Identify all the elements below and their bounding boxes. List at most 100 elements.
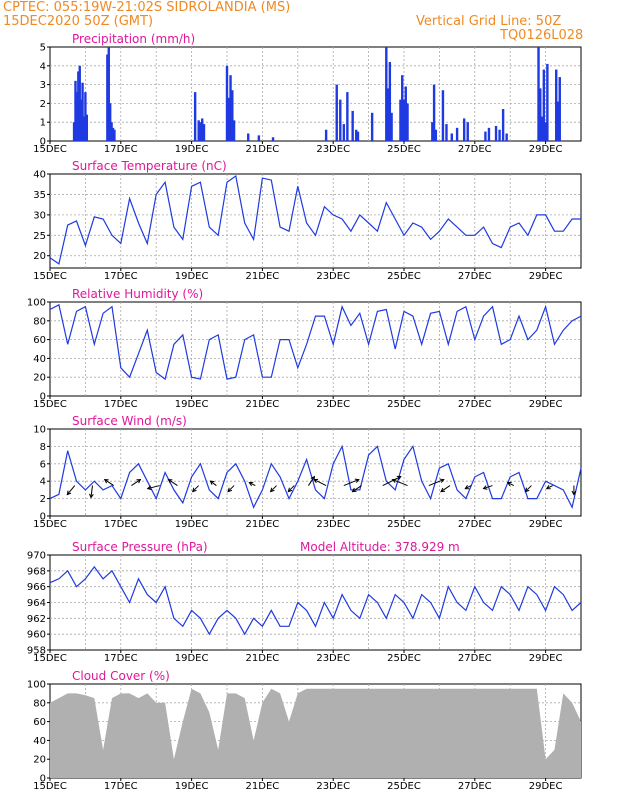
precip-bar: [432, 84, 436, 141]
wind-arrow: [440, 485, 451, 492]
x-tick-label: 19DEC: [175, 399, 209, 410]
wind-arrow-head: [396, 475, 402, 481]
wind-arrow: [168, 479, 178, 486]
x-tick-label: 17DEC: [104, 653, 138, 664]
wind-arrow: [392, 479, 408, 487]
wind-arrow-head: [439, 478, 445, 483]
panel-title-0: Precipitation (mm/h): [72, 32, 195, 46]
y-tick-label: 80: [33, 316, 46, 327]
wind-arrow: [525, 485, 532, 492]
x-tick-label: 21DEC: [246, 271, 280, 282]
precip-bar: [110, 122, 113, 141]
wind-arrow-head: [545, 485, 551, 490]
vertical-grid-note: Vertical Grid Line: 50Z: [416, 14, 562, 29]
wind-arrow: [308, 476, 315, 486]
wind-arrow-head: [248, 481, 254, 487]
precip-bar: [544, 122, 547, 141]
x-tick-label: 29DEC: [529, 519, 563, 530]
wind-arrow: [192, 485, 200, 492]
wind-arrow-head: [571, 490, 577, 496]
precip-bar: [498, 129, 501, 141]
x-tick-label: 19DEC: [175, 781, 209, 792]
precip-bar: [225, 65, 229, 141]
y-tick-label: 5: [40, 43, 46, 54]
wind-arrow: [382, 476, 401, 486]
precip-bar: [505, 133, 508, 141]
y-tick-label: 100: [27, 680, 46, 691]
precip-bar: [113, 129, 116, 141]
precip-bar: [106, 54, 109, 141]
y-tick-label: 3: [40, 80, 46, 91]
x-tick-label: 25DEC: [387, 653, 421, 664]
precip-bar: [401, 75, 404, 141]
precip-bar: [108, 103, 112, 141]
x-tick-label: 27DEC: [458, 519, 492, 530]
precip-bar: [107, 47, 110, 141]
precip-bar: [82, 116, 86, 141]
precip-bar: [540, 116, 544, 141]
precip-bar: [370, 112, 374, 141]
y-tick-label: 60: [33, 335, 46, 346]
x-tick-label: 17DEC: [104, 781, 138, 792]
precip-bar: [201, 118, 204, 141]
wind-arrow-head: [464, 485, 470, 490]
precip-bar: [494, 125, 498, 141]
precip-bar: [487, 127, 491, 141]
wind-arrow: [483, 485, 493, 490]
model-altitude: Model Altitude: 378.929 m: [300, 540, 460, 554]
y-tick-label: 35: [33, 190, 46, 201]
y-tick-label: 0: [40, 137, 46, 148]
x-tick-label: 23DEC: [316, 519, 350, 530]
wind-arrow-head: [482, 485, 488, 490]
precip-bar: [231, 90, 234, 141]
wind-arrow-head: [167, 479, 173, 484]
y-tick-label: 30: [33, 210, 46, 221]
wind-arrow: [313, 479, 327, 486]
precip-bar: [399, 99, 402, 141]
y-tick-label: 6: [40, 459, 46, 470]
precip-bar: [455, 127, 459, 141]
y-tick-label: 968: [27, 566, 46, 577]
x-tick-label: 23DEC: [316, 399, 350, 410]
x-tick-label: 17DEC: [104, 144, 138, 155]
wind-arrow: [287, 485, 295, 492]
y-tick-label: 20: [33, 755, 46, 766]
cloud-area: [50, 688, 581, 778]
precip-bar: [558, 77, 561, 141]
wind-arrow: [147, 485, 160, 490]
y-tick-label: 958: [27, 646, 46, 657]
wind-arrow: [428, 479, 444, 487]
x-tick-label: 27DEC: [458, 271, 492, 282]
y-tick-label: 0: [40, 774, 46, 785]
precip-bar: [406, 103, 409, 141]
wind-arrow: [270, 485, 277, 492]
panel-title-2: Relative Humidity (%): [72, 287, 203, 301]
precip-bar: [197, 120, 200, 141]
y-tick-label: 1: [40, 118, 46, 129]
x-tick-label: 21DEC: [246, 144, 280, 155]
y-tick-label: 4: [40, 61, 46, 72]
x-tick-label: 21DEC: [246, 781, 280, 792]
x-tick-label: 29DEC: [529, 144, 563, 155]
y-tick-label: 100: [27, 298, 46, 309]
precip-bar: [445, 124, 448, 141]
precip-bar: [229, 75, 232, 141]
precip-bar: [78, 65, 81, 141]
x-tick-label: 17DEC: [104, 271, 138, 282]
precip-bar: [324, 129, 328, 141]
x-tick-label: 27DEC: [458, 399, 492, 410]
precip-bar: [247, 133, 250, 141]
x-tick-label: 23DEC: [316, 144, 350, 155]
x-tick-label: 17DEC: [104, 399, 138, 410]
y-tick-label: 40: [33, 170, 46, 181]
y-tick-label: 0: [40, 392, 46, 403]
wind-arrow-head: [227, 487, 233, 493]
model-code: TQ0126L028: [500, 28, 584, 43]
wind-arrow-head: [136, 479, 142, 484]
precip-bar: [227, 97, 230, 141]
x-tick-label: 17DEC: [104, 519, 138, 530]
y-tick-label: 60: [33, 717, 46, 728]
panel-frame-1: [49, 173, 582, 269]
precip-bar: [232, 120, 236, 141]
